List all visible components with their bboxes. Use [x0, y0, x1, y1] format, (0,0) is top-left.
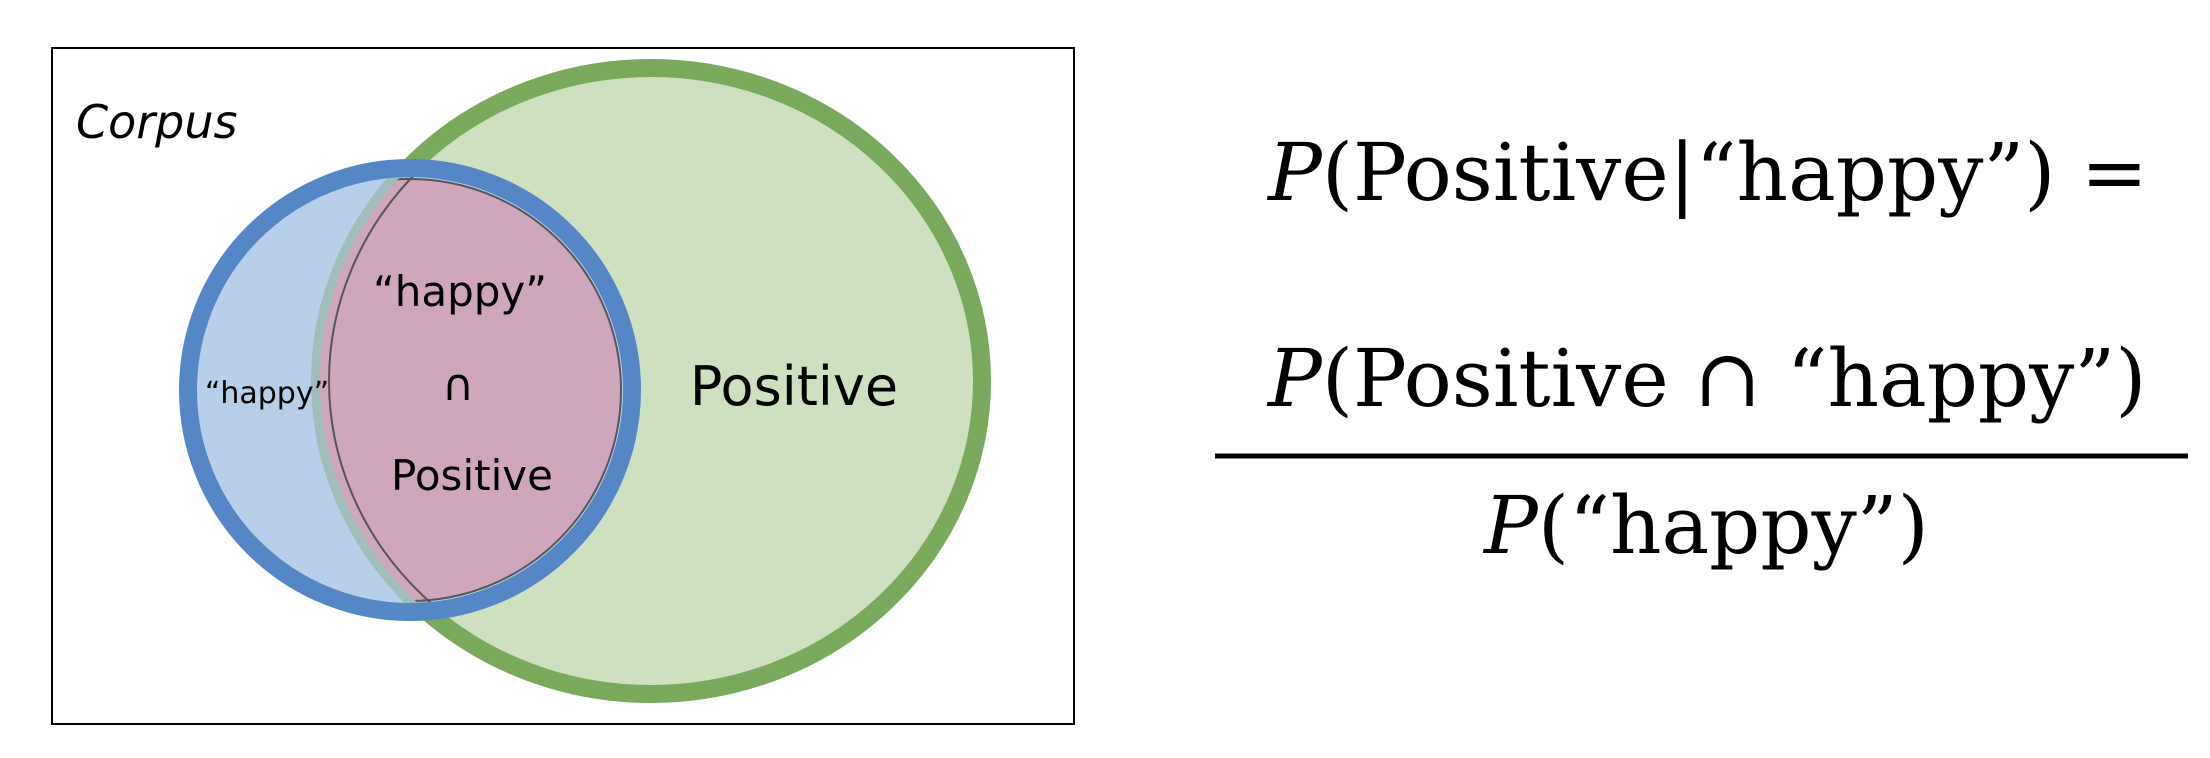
- intersection-happy-label: “happy”: [373, 267, 547, 316]
- intersection-outline: [328, 168, 632, 612]
- formula-denominator: P(“happy”): [1482, 479, 1929, 572]
- happy-circle-border: [179, 159, 641, 621]
- formula-denominator-p: P: [1482, 479, 1539, 572]
- intersection-symbol: ∩: [442, 360, 474, 411]
- formula-numerator: P(Positive ∩ “happy”): [1266, 332, 2146, 425]
- formula-conditional: P(Positive|“happy”) =: [1266, 126, 2148, 219]
- positive-label: Positive: [690, 355, 898, 418]
- formula-numerator-rest: (Positive ∩ “happy”): [1322, 332, 2147, 425]
- intersection-positive-label: Positive: [391, 451, 553, 500]
- formula-denominator-rest: (“happy”): [1538, 479, 1929, 572]
- formula-conditional-p: P: [1266, 126, 1323, 219]
- formula-conditional-rest: (Positive|“happy”) =: [1322, 126, 2148, 219]
- corpus-label: Corpus: [76, 95, 238, 149]
- formula-numerator-p: P: [1266, 332, 1323, 425]
- happy-only-label: “happy”: [205, 376, 329, 411]
